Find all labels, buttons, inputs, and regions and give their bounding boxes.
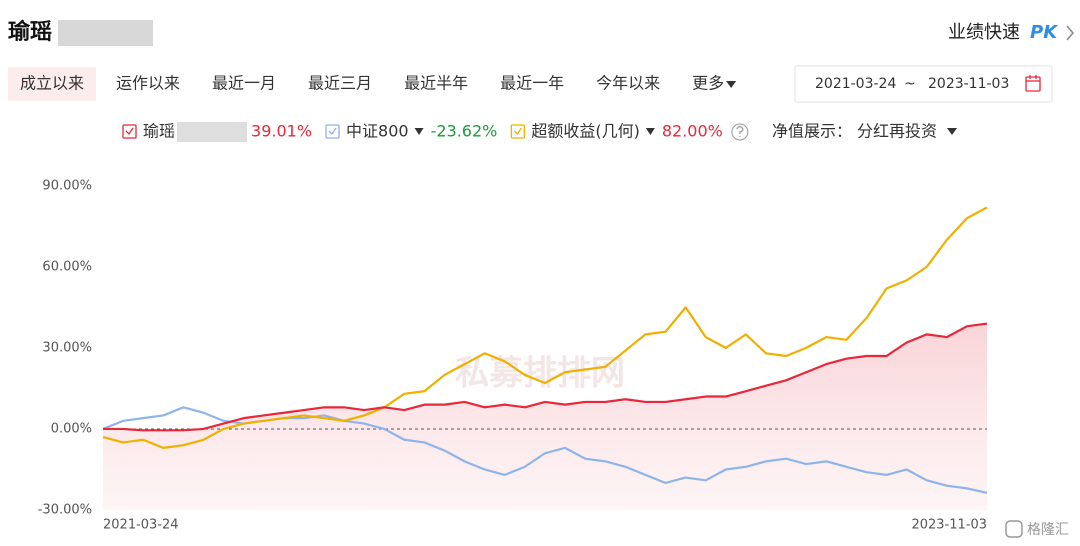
blur-mask [58, 20, 153, 46]
tab[interactable]: 最近三月 [308, 74, 372, 93]
x-tick-label: 2023-11-03 [911, 518, 987, 533]
source-box [1000, 515, 1078, 543]
x-tick-label: 2021-03-24 [103, 518, 179, 533]
date-end[interactable]: 2023-11-03 [928, 76, 1009, 92]
legend-checkbox[interactable] [325, 124, 340, 139]
legend-checkbox[interactable] [122, 124, 137, 139]
calendar-icon[interactable] [1025, 75, 1041, 92]
tab[interactable]: 最近半年 [404, 74, 468, 93]
tab[interactable]: 成立以来 [20, 74, 84, 93]
chevron [1066, 25, 1074, 41]
tab-bar: 成立以来 运作以来 最近一月 最近三月 最近半年 最近一年 今年以来 更多 [8, 67, 737, 101]
dropdown-arrow[interactable] [645, 128, 655, 135]
legend: 瑜瑶 39.01% 中证800 -23.62% 超额收益(几何) 82.00% [122, 122, 749, 142]
source-icon [1005, 520, 1023, 538]
legend-checkbox[interactable] [510, 124, 526, 139]
legend-name[interactable]: 超额收益(几何) [531, 122, 640, 141]
legend-return: -23.62% [431, 122, 498, 141]
legend-check [125, 127, 134, 136]
tab[interactable]: 最近一月 [212, 74, 276, 93]
help-icon[interactable] [731, 123, 749, 141]
tab-bg[interactable] [8, 67, 97, 101]
dropdown-arrow[interactable] [947, 128, 957, 135]
dropdown-arrow[interactable] [414, 128, 424, 135]
blur-mask [177, 122, 248, 142]
plot: -30.00% 0.00% 30.00% 60.00% 90.00% 2021-03-24… [38, 178, 988, 533]
display-value[interactable]: 分红再投资 [857, 122, 937, 141]
legend-return: 82.00% [662, 122, 723, 141]
date-start[interactable]: 2021-03-24 [815, 76, 896, 92]
watermark: 私募排排网 [455, 354, 625, 394]
display-label: 净值展示： [772, 122, 852, 141]
pk-label[interactable]: 业绩快速 [948, 22, 1020, 43]
y-tick-label: 90.00% [42, 178, 92, 193]
y-tick-label: -30.00% [38, 503, 92, 518]
date-sep: ~ [904, 76, 916, 92]
area-fill [103, 323, 987, 510]
tab[interactable]: 今年以来 [596, 74, 660, 93]
dropdown-arrow[interactable] [726, 81, 737, 88]
tab[interactable]: 更多 [692, 74, 724, 93]
legend-return: 39.01% [251, 122, 312, 141]
y-tick-label: 30.00% [42, 340, 92, 355]
legend-name[interactable]: 中证800 [346, 122, 409, 141]
y-tick-label: 0.00% [51, 421, 92, 436]
legend-check [328, 127, 337, 136]
legend-name[interactable]: 瑜瑶 [143, 122, 175, 141]
tab[interactable]: 运作以来 [116, 74, 180, 93]
tab[interactable]: 最近一年 [500, 74, 564, 93]
source: 格隆汇 [1027, 522, 1069, 538]
series-line [103, 322, 988, 432]
y-tick-label: 60.00% [42, 259, 92, 274]
date-box[interactable] [794, 65, 1053, 103]
series-line [102, 206, 988, 449]
help-mark [736, 125, 744, 137]
pk-badge[interactable]: PK [1030, 22, 1059, 43]
legend-check [513, 127, 522, 136]
page-title: 瑜瑶 [8, 19, 52, 45]
